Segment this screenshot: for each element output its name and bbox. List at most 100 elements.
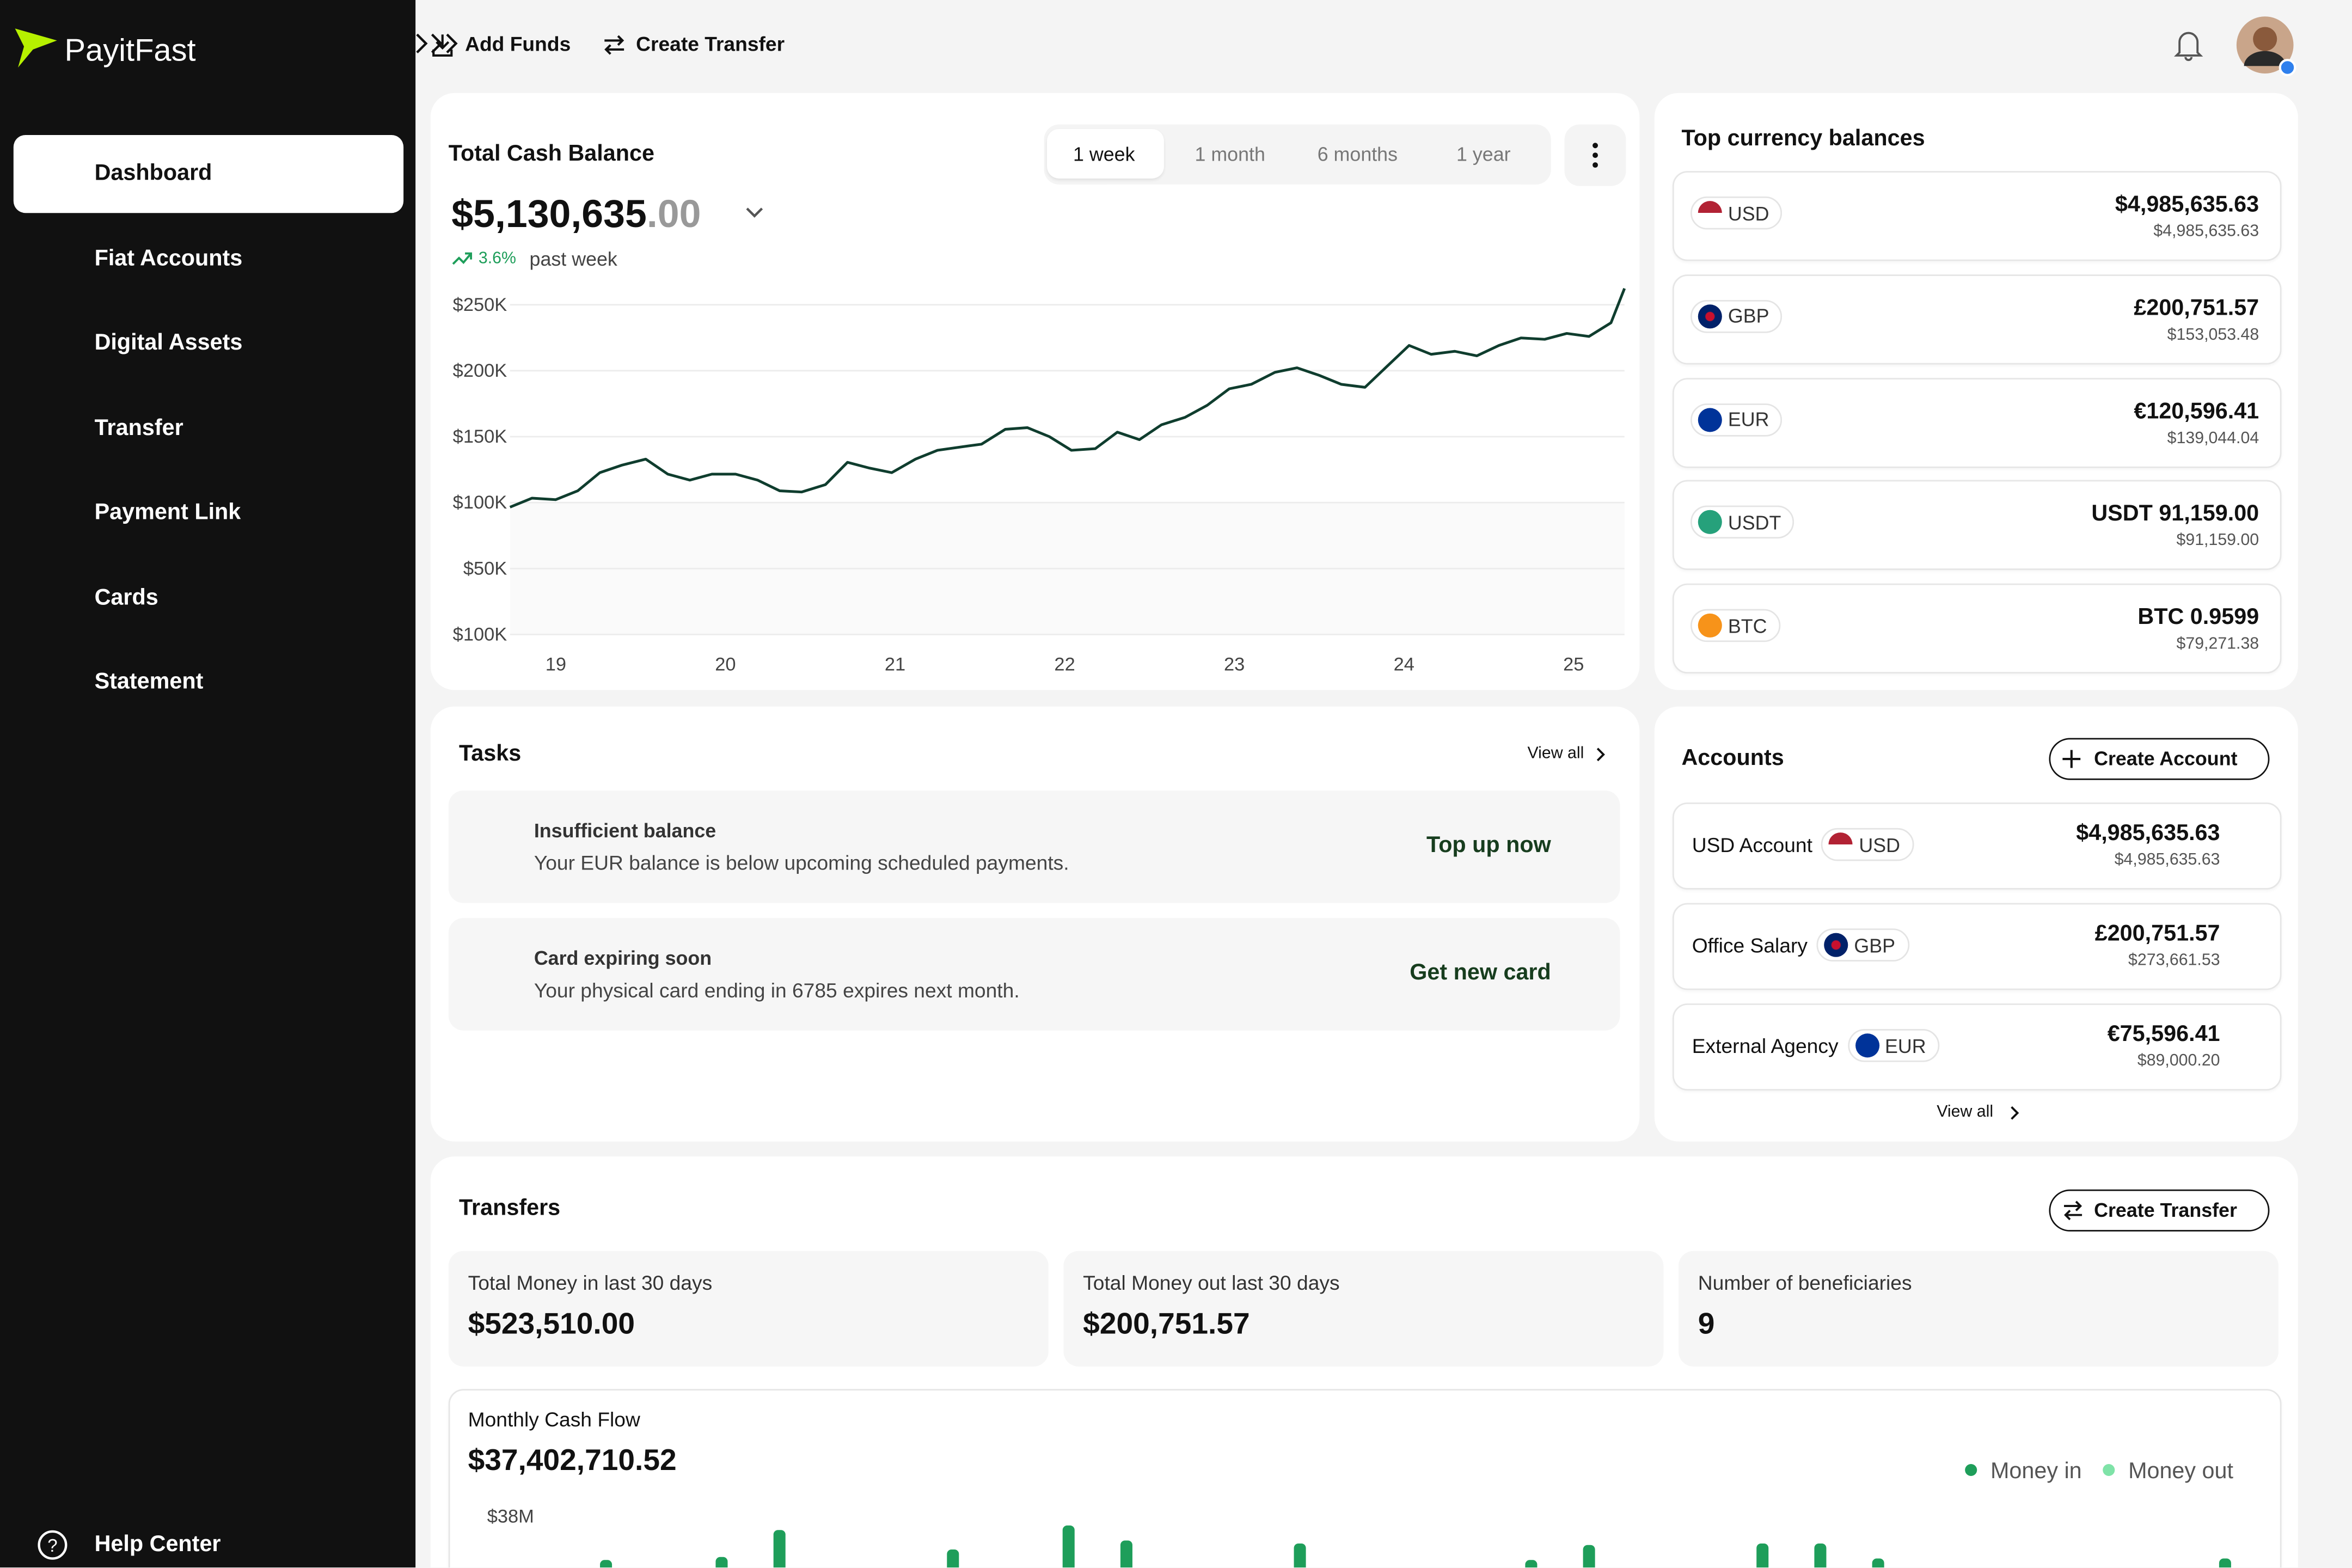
balance-chevron[interactable] [744,205,765,220]
nav-item[interactable]: Payment Link [94,499,241,525]
range-tab[interactable]: 1 week [1073,143,1135,166]
flag [1854,1033,1879,1058]
nav-item[interactable]: Fiat Accounts [94,245,243,271]
account-row[interactable] [1672,1003,2282,1091]
transfers-title: Transfers [459,1195,561,1221]
nav-item[interactable]: Statement [94,669,204,695]
nav-item[interactable]: Cards [94,584,158,610]
trend-icon [452,252,473,265]
cash-flow-bar [1294,1543,1306,1568]
flag [1829,832,1853,857]
currency-code: USD [1728,201,1769,224]
change: 3.6% [478,249,516,268]
flag [1698,304,1722,328]
cash-flow-bar [2219,1558,2231,1568]
transfer-icon [2064,1200,2082,1221]
balance-amount: $5,130,635.00 [451,191,701,238]
accounts-view-all[interactable]: View all [1937,1103,1994,1122]
task-title: Insufficient balance [534,819,716,842]
x-tick-label: 20 [715,654,736,675]
task-action[interactable]: Get new card [1410,960,1551,986]
stat-box[interactable] [1678,1251,2278,1367]
create-transfer-label: Create Transfer [2094,1198,2237,1222]
stat-chevron [446,33,458,53]
account-name: USD Account [1692,833,1812,856]
more-button[interactable] [1564,124,1626,186]
tasks-view-all-chevron [1596,748,1605,762]
account-code: GBP [1854,934,1896,957]
account-name: External Agency [1692,1034,1839,1057]
x-tick-label: 25 [1563,654,1584,675]
nav-item[interactable]: Digital Assets [94,330,243,356]
range-tab[interactable]: 1 month [1195,143,1265,166]
account-row[interactable] [1672,802,2282,890]
stat-box[interactable] [1063,1251,1664,1367]
create-account-button[interactable]: Create Account [2049,738,2270,780]
stat-label: Total Money out last 30 days [1083,1272,1340,1295]
currency-usd: $4,985,635.63 [2153,222,2259,241]
currency-usd: $139,044.04 [2167,428,2259,447]
y-tick-label: $150K [453,426,507,447]
stat-value: $523,510.00 [468,1308,635,1342]
cash-flow-bar [773,1530,786,1568]
stat-label: Number of beneficiaries [1698,1272,1912,1295]
currency-amount: $4,985,635.63 [2115,192,2259,218]
avatar[interactable] [2235,15,2298,78]
create-transfer-button[interactable]: Create Transfer [2049,1189,2270,1232]
cash-flow-box [448,1389,2282,1568]
range-tab[interactable]: 1 year [1456,143,1511,166]
stat-box[interactable] [448,1251,1049,1367]
help-center[interactable]: Help Center [94,1531,221,1557]
add-funds[interactable]: Add Funds [465,33,571,56]
account-amount: $4,985,635.63 [2076,820,2220,846]
y-tick-label: $100K [453,624,507,645]
currency-amount: USDT 91,159.00 [2091,501,2259,527]
currency-pill: USD [1690,196,1783,230]
cash-flow-bar [600,1560,612,1568]
balance-cents: .00 [646,191,701,236]
flag [1824,933,1848,957]
nav-item[interactable]: Dashboard [94,160,212,186]
currency-usd: $91,159.00 [2176,532,2259,550]
balance-title: Total Cash Balance [448,140,654,167]
cash-flow-bar [715,1557,728,1568]
cash-flow-amount: $37,402,710.52 [468,1444,677,1478]
account-usd: $273,661.53 [2128,951,2220,970]
create-transfer[interactable]: Create Transfer [636,33,785,56]
brand: PayitFast [64,33,196,69]
stat-label: Total Money in last 30 days [468,1272,713,1295]
account-pill: EUR [1847,1028,1940,1062]
balance-line [509,287,1626,509]
currency-pill: BTC [1690,609,1781,642]
bell-icon[interactable] [2173,28,2203,62]
account-code: USD [1859,833,1901,856]
nav-active-bg [13,134,404,213]
y-tick-label: $250K [453,295,507,315]
change-period: past week [529,248,617,271]
account-name-wrap: USD Account USD [1692,826,1914,862]
currency-usd: $153,053.48 [2167,326,2259,344]
range-tab[interactable]: 6 months [1317,143,1398,166]
cash-flow-bar [947,1549,959,1568]
account-pill: GBP [1816,928,1909,962]
tasks-view-all[interactable]: View all [1527,744,1584,763]
nav-item[interactable]: Transfer [94,414,183,440]
currency-code: BTC [1728,614,1767,637]
account-name-wrap: External Agency EUR [1692,1027,1940,1063]
cash-flow-bar [1120,1540,1132,1568]
y-tick-label: $38M [487,1506,534,1527]
range-tab-active [1047,128,1164,179]
currency-pill: EUR [1690,402,1783,436]
create-account: Create Account [2094,747,2238,770]
account-row[interactable] [1672,903,2282,990]
accounts-title: Accounts [1681,745,1784,771]
legend-swatch [2103,1463,2115,1477]
currency-pill: GBP [1690,299,1783,333]
y-tick-label: $200K [453,360,507,381]
task-action[interactable]: Top up now [1426,832,1551,858]
x-tick-label: 23 [1224,654,1245,675]
legend-label: Money out [2128,1458,2233,1483]
legend-label: Money in [1990,1458,2082,1483]
